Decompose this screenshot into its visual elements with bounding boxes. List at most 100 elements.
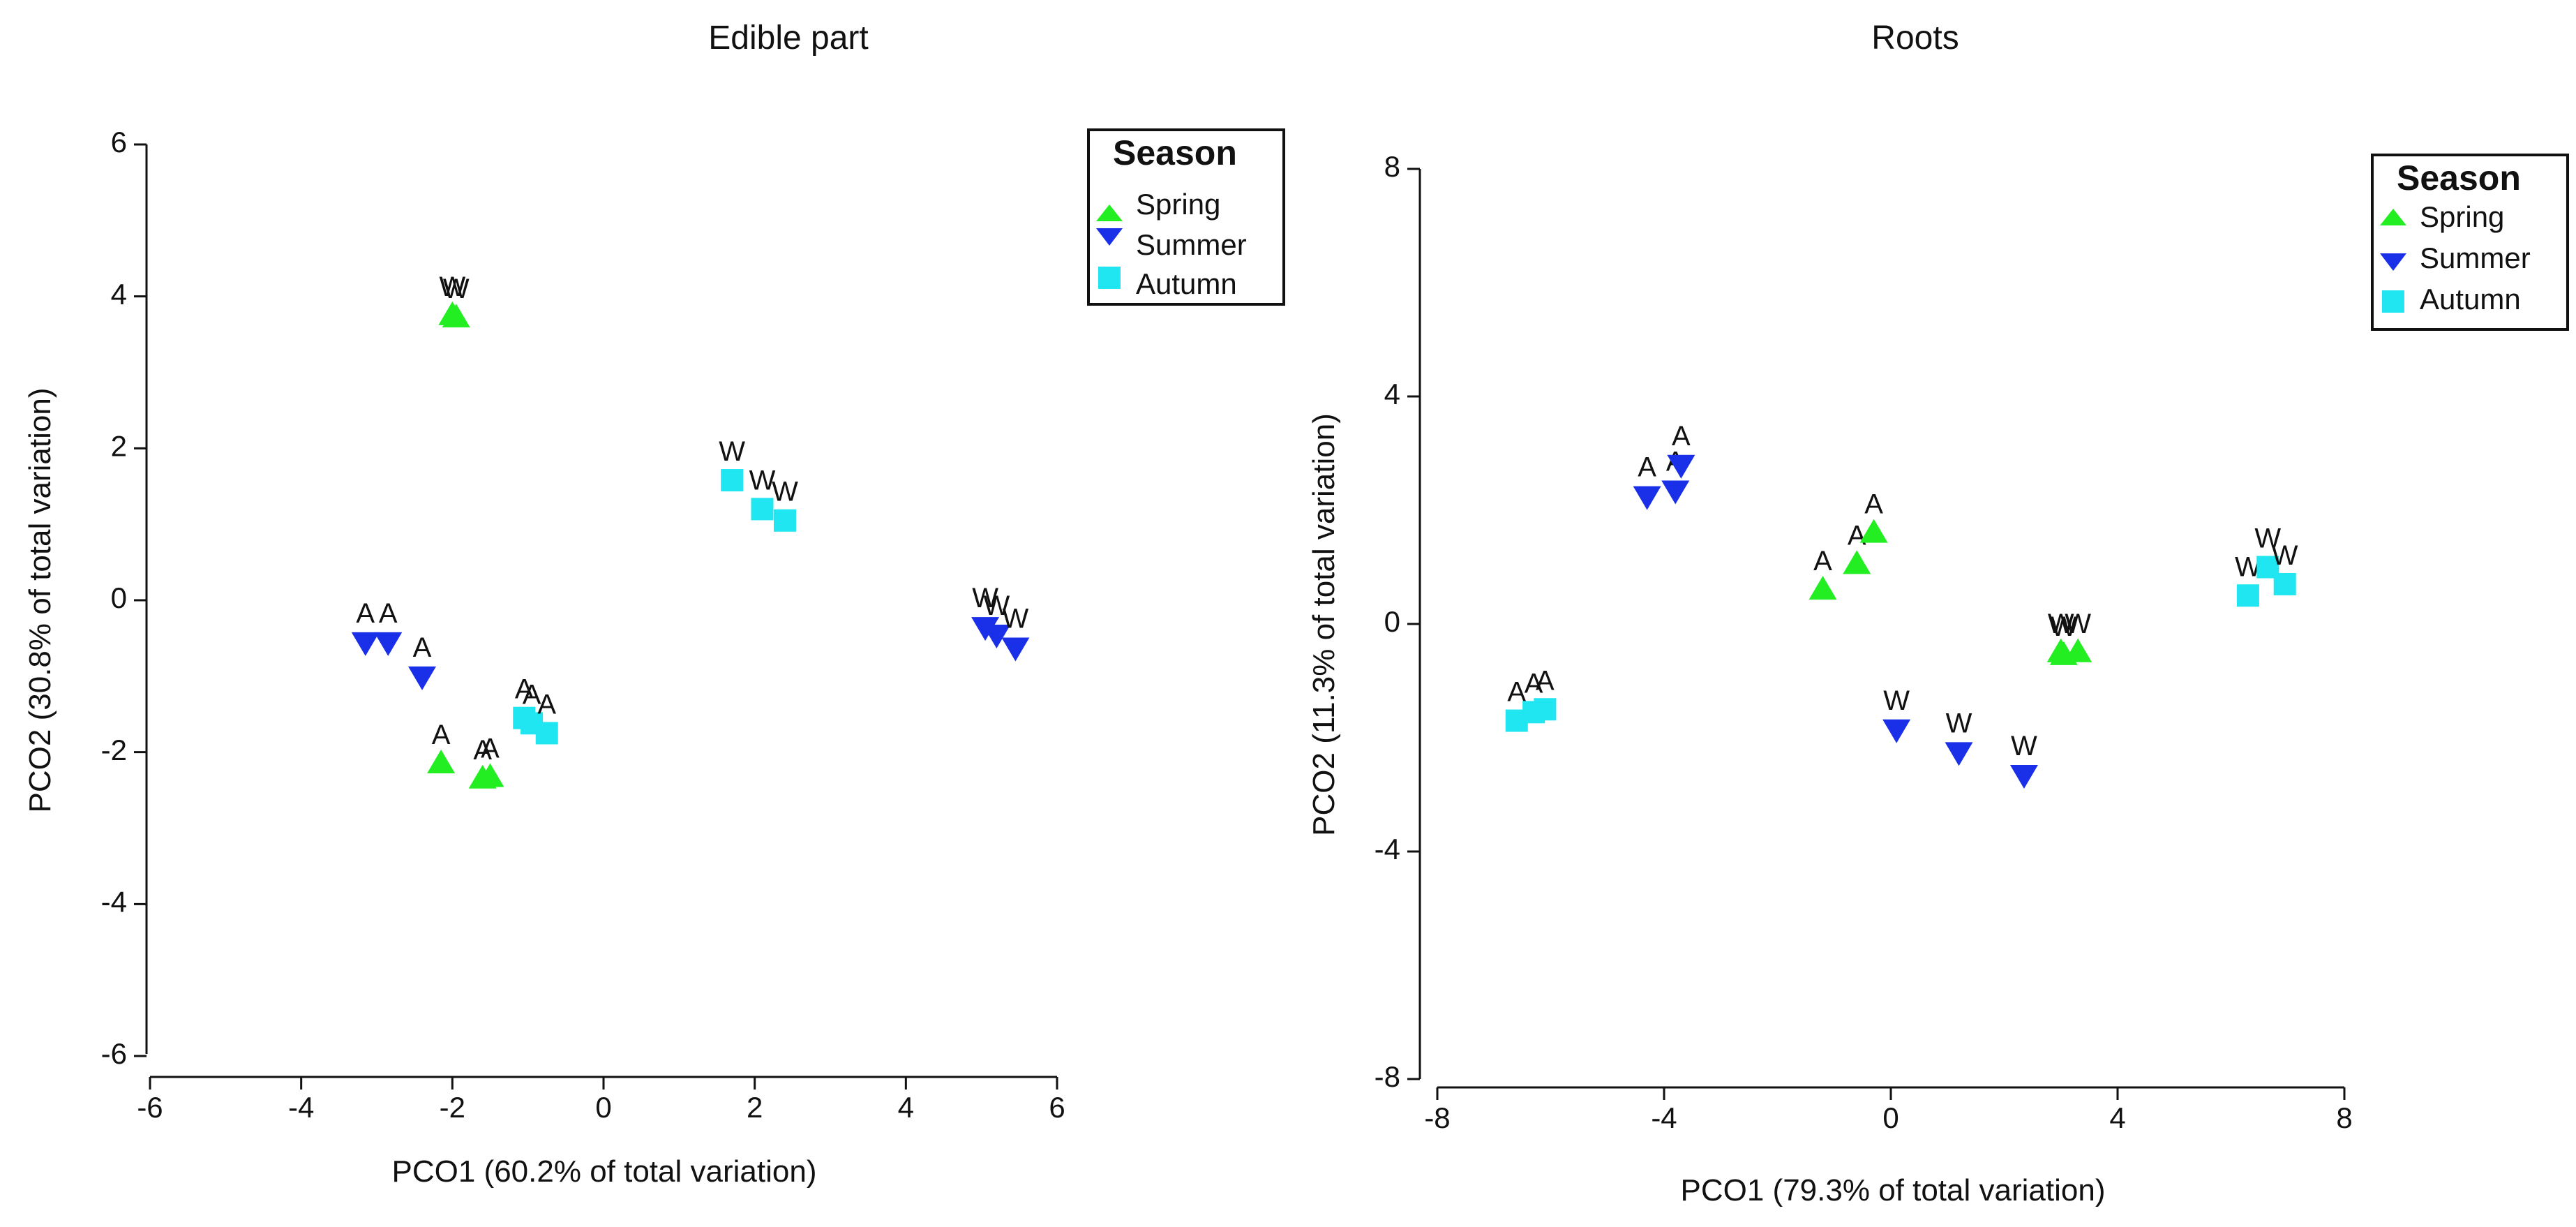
point-label: A [1638, 452, 1656, 483]
x-tick-label: 8 [2336, 1101, 2352, 1134]
point-label: A [481, 734, 500, 764]
legend-spring-label: Spring [2420, 200, 2504, 233]
spring-point [1809, 576, 1837, 600]
y-tick-label: -8 [1375, 1060, 1400, 1093]
legend-spring-marker [2380, 209, 2406, 225]
x-tick-label: 2 [747, 1091, 763, 1124]
summer-point [408, 666, 436, 690]
point-label: A [537, 689, 556, 720]
chart-edible-part: Edible part -6 -4 -2 0 2 4 6 -6 -4 -2 0 2 4 6 PCO1 (… [23, 20, 1285, 1189]
chart-title: Edible part [708, 20, 868, 57]
x-tick-label: -4 [288, 1091, 314, 1124]
point-label: A [1536, 665, 1555, 696]
point-label: A [432, 720, 451, 750]
y-tick-label: 8 [1384, 150, 1400, 183]
spring-point [1859, 519, 1888, 543]
legend-spring-marker [1096, 204, 1123, 221]
legend-title: Season [2397, 158, 2521, 198]
legend-box [2371, 154, 2569, 331]
x-tick-label: 0 [1882, 1101, 1899, 1134]
y-tick-label: 4 [1384, 378, 1400, 410]
x-tick-label: -2 [440, 1091, 465, 1124]
y-tick-label: 2 [111, 429, 127, 462]
point-label: W [972, 583, 998, 614]
point-label: W [1946, 708, 1972, 738]
autumn-point [2236, 584, 2259, 607]
legend: Season Spring Summer Autumn [1087, 128, 1285, 306]
point-label: W [1883, 685, 1910, 716]
point-label: W [2254, 523, 2281, 554]
point-label: A [523, 679, 541, 710]
x-axis-label: PCO1 (60.2% of total variation) [392, 1154, 817, 1189]
point-label: A [1525, 668, 1543, 699]
summer-point [1667, 454, 1695, 479]
y-tick-label: 6 [111, 126, 127, 158]
legend: Season Spring Summer Autumn [2371, 154, 2569, 331]
point-label: W [749, 465, 776, 496]
spring-point [476, 763, 504, 787]
summer-point [1661, 480, 1690, 505]
point-label: A [379, 598, 398, 629]
data-points: AAAWWWAAAWWWAAAWWW [1505, 421, 2298, 789]
x-ticks: -6 -4 -2 0 2 4 6 [137, 1077, 1065, 1124]
legend-box [1087, 128, 1285, 306]
legend-summer-marker [2380, 253, 2406, 271]
point-label: W [772, 477, 798, 507]
point-label: W [2065, 609, 2091, 639]
x-tick-label: 4 [898, 1091, 914, 1124]
x-axis-label: PCO1 (79.3% of total variation) [1681, 1173, 2106, 1207]
point-label: W [2048, 609, 2074, 639]
legend-title: Season [1113, 133, 1237, 172]
autumn-point [1534, 698, 1557, 721]
y-axis-label: PCO2 (30.8% of total variation) [23, 388, 57, 813]
autumn-point [751, 498, 774, 521]
y-tick-label: 0 [111, 581, 127, 614]
summer-point [982, 624, 1011, 648]
autumn-point [721, 469, 744, 492]
summer-point [1001, 637, 1030, 662]
point-label: A [515, 674, 534, 705]
point-label: A [1813, 546, 1832, 577]
chart-roots: Roots -8 -4 0 4 8 -8 -4 0 4 8 PCO1 (79.3% of tot… [1307, 20, 2569, 1207]
y-tick-label: 0 [1384, 605, 1400, 638]
y-axis-label: PCO2 (11.3% of total variation) [1307, 413, 1341, 836]
autumn-point [774, 509, 796, 532]
point-label: A [1864, 489, 1883, 520]
autumn-point [535, 722, 558, 745]
spring-point [1843, 550, 1871, 574]
autumn-point [2273, 572, 2296, 595]
chart-title: Roots [1871, 20, 1959, 57]
spring-point [427, 749, 456, 773]
y-ticks: -8 -4 0 4 8 [1375, 150, 1420, 1093]
y-ticks: -6 -4 -2 0 2 4 6 [101, 126, 147, 1070]
point-label: A [1848, 520, 1866, 551]
point-label: A [473, 735, 492, 766]
legend-summer-label: Summer [2420, 241, 2531, 274]
y-tick-label: -4 [101, 885, 127, 918]
point-label: W [983, 590, 1010, 621]
point-label: W [443, 274, 470, 304]
x-tick-label: -4 [1651, 1101, 1677, 1134]
legend-autumn-label: Autumn [2420, 283, 2521, 315]
x-tick-label: 6 [1049, 1091, 1065, 1124]
point-label: A [356, 598, 375, 629]
legend-summer-label: Summer [1136, 228, 1247, 261]
point-label: A [413, 632, 432, 663]
x-tick-label: -6 [137, 1091, 163, 1124]
legend-autumn-marker [2382, 290, 2404, 313]
point-label: W [439, 272, 465, 302]
y-tick-label: 4 [111, 278, 127, 311]
summer-point [1945, 742, 1973, 766]
spring-point [442, 304, 470, 328]
y-tick-label: -4 [1375, 833, 1400, 865]
legend-autumn-label: Autumn [1136, 267, 1237, 300]
point-label: W [2051, 611, 2077, 642]
x-tick-label: 0 [595, 1091, 611, 1124]
spring-point [2064, 638, 2092, 662]
summer-point [2009, 764, 2038, 789]
point-label: A [1672, 421, 1691, 452]
x-tick-label: 4 [2109, 1101, 2125, 1134]
x-ticks: -8 -4 0 4 8 [1424, 1087, 2353, 1134]
